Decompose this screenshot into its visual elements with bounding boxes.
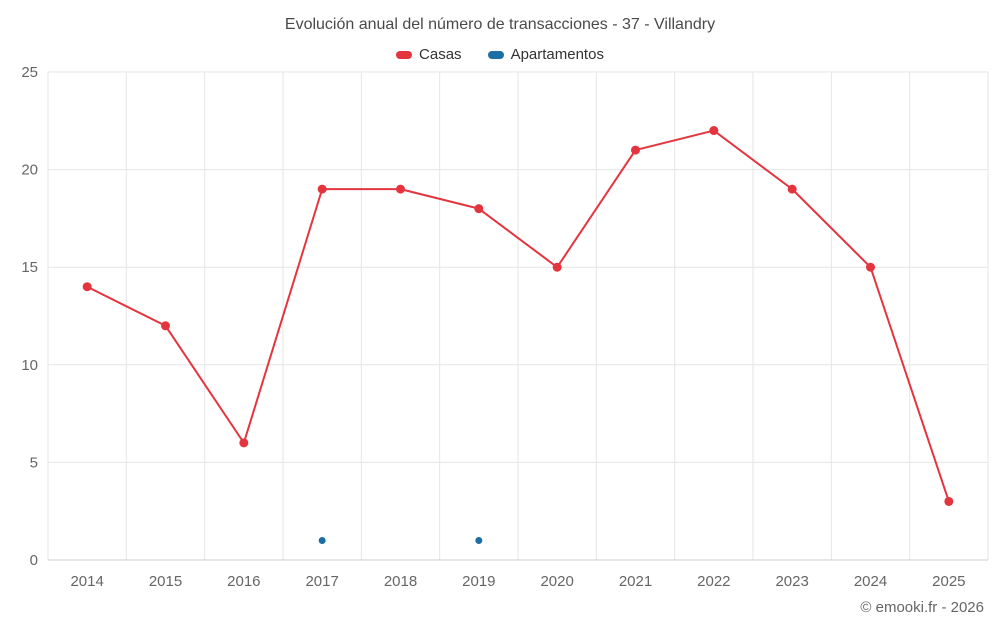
x-tick-label: 2023	[775, 573, 808, 590]
x-tick-label: 2016	[227, 573, 260, 590]
x-tick-label: 2018	[384, 573, 417, 590]
x-tick-label: 2025	[932, 573, 965, 590]
data-point-apartamentos	[475, 536, 483, 544]
data-point-casas	[317, 184, 327, 194]
x-tick-label: 2017	[305, 573, 338, 590]
data-point-apartamentos	[318, 536, 326, 544]
legend: Casas Apartamentos	[0, 46, 1000, 63]
y-tick-label: 0	[30, 552, 38, 569]
data-point-casas	[866, 262, 875, 272]
data-point-casas	[552, 262, 562, 272]
y-tick-label: 15	[21, 259, 38, 276]
x-tick-label: 2021	[619, 573, 652, 590]
x-tick-label: 2022	[697, 573, 730, 590]
data-point-casas	[474, 204, 484, 214]
data-point-casas	[239, 438, 249, 448]
y-tick-label: 10	[21, 357, 38, 374]
data-point-casas	[944, 496, 954, 506]
x-tick-label: 2014	[70, 573, 103, 590]
legend-swatch-casas	[396, 50, 413, 59]
y-tick-label: 5	[30, 454, 38, 471]
y-tick-label: 20	[21, 162, 38, 179]
data-point-casas	[787, 184, 797, 194]
data-point-casas	[396, 184, 405, 194]
legend-label-apartamentos: Apartamentos	[510, 46, 604, 63]
data-point-casas	[631, 145, 640, 155]
data-point-casas	[709, 126, 719, 136]
x-tick-label: 2024	[854, 573, 887, 590]
legend-label-casas: Casas	[419, 46, 462, 63]
series-line-casas	[86, 129, 950, 503]
chart-title: Evolución anual del número de transaccio…	[284, 16, 716, 33]
x-tick-label: 2019	[462, 573, 495, 590]
x-tick-label: 2015	[149, 573, 182, 590]
data-point-casas	[161, 321, 170, 331]
data-point-casas	[82, 282, 92, 292]
legend-swatch-apartamentos	[487, 50, 504, 59]
credits-link[interactable]: © emooki.fr - 2026	[860, 599, 984, 616]
legend-item-apartamentos[interactable]: Apartamentos	[487, 46, 604, 63]
y-tick-label: 25	[21, 64, 38, 81]
x-tick-label: 2020	[540, 573, 573, 590]
legend-item-casas[interactable]: Casas	[396, 46, 462, 63]
